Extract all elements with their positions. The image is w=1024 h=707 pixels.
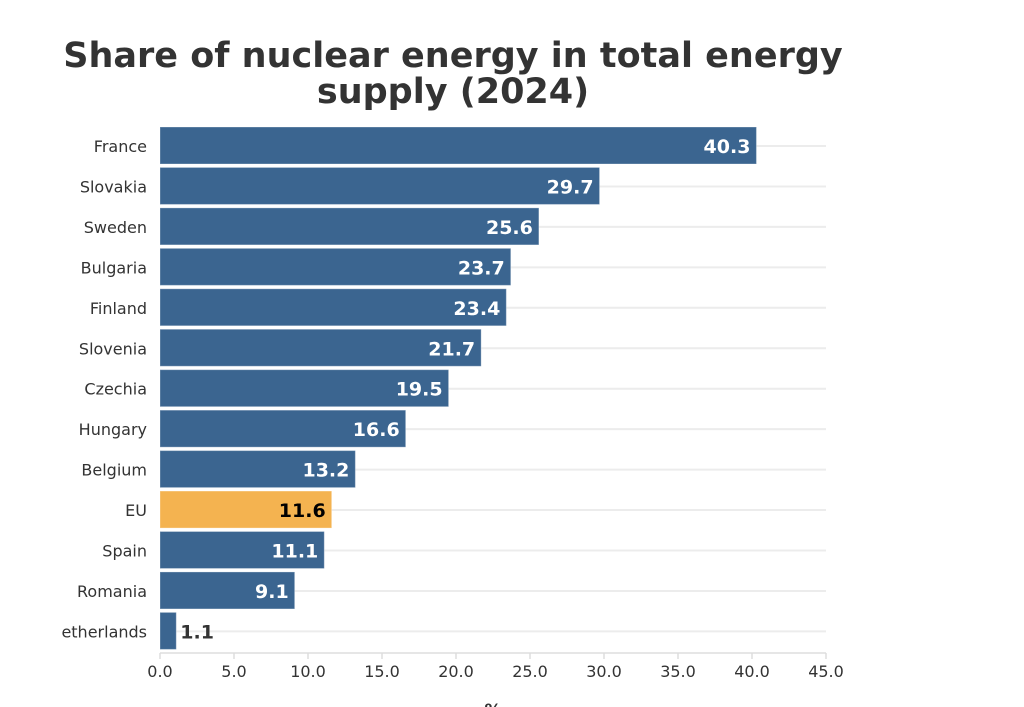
x-axis-label: % [484,701,501,707]
data-label: 19.5 [396,379,443,401]
data-label: 13.2 [302,460,349,482]
data-label: 11.6 [279,500,326,522]
x-tick-label: 40.0 [734,662,770,681]
category-label: France [94,137,147,156]
category-label: Sweden [84,218,147,237]
category-label: Bulgaria [81,258,147,277]
category-label: Spain [102,542,147,561]
x-tick-label: 15.0 [364,662,400,681]
bar-belgium [159,450,356,489]
category-label: Netherlands [49,622,147,641]
bar-netherlands [159,611,177,650]
category-label: Finland [90,299,147,318]
data-label: 23.4 [453,298,500,320]
bar-sweden [159,207,540,246]
data-label: 25.6 [486,217,533,239]
data-label: 9.1 [255,581,289,603]
x-tick-label: 45.0 [808,662,844,681]
category-label: Czechia [84,380,147,399]
x-tick-label: 5.0 [221,662,246,681]
chart-title: Share of nuclear energy in total energy … [63,36,843,112]
data-label: 21.7 [428,338,475,360]
x-tick-label: 0.0 [147,662,172,681]
x-tick-label: 10.0 [290,662,326,681]
x-tick-label: 30.0 [586,662,622,681]
x-tick-label: 25.0 [512,662,548,681]
data-label: 16.6 [353,419,400,441]
x-tick-label: 20.0 [438,662,474,681]
bar-slovakia [159,166,601,205]
bar-romania [159,571,296,610]
data-label: 29.7 [547,176,594,198]
bar-finland [159,288,507,327]
bar-spain [159,531,325,569]
bar-slovenia [159,328,482,367]
category-label: Slovakia [80,177,147,196]
data-label: 40.3 [704,136,751,158]
category-label: Slovenia [79,339,147,358]
data-label: 1.1 [180,621,214,643]
bar-bulgaria [159,247,512,286]
data-label: 23.7 [458,257,505,279]
category-label: Hungary [79,420,147,439]
bar-czechia [159,369,450,408]
category-label: EU [125,501,147,520]
bar-eu [159,490,333,529]
category-label: Belgium [81,461,147,480]
bar-hungary [159,409,407,448]
bar-france [159,126,757,165]
x-tick-label: 35.0 [660,662,696,681]
data-label: 11.1 [271,541,318,563]
category-label: Romania [77,582,147,601]
